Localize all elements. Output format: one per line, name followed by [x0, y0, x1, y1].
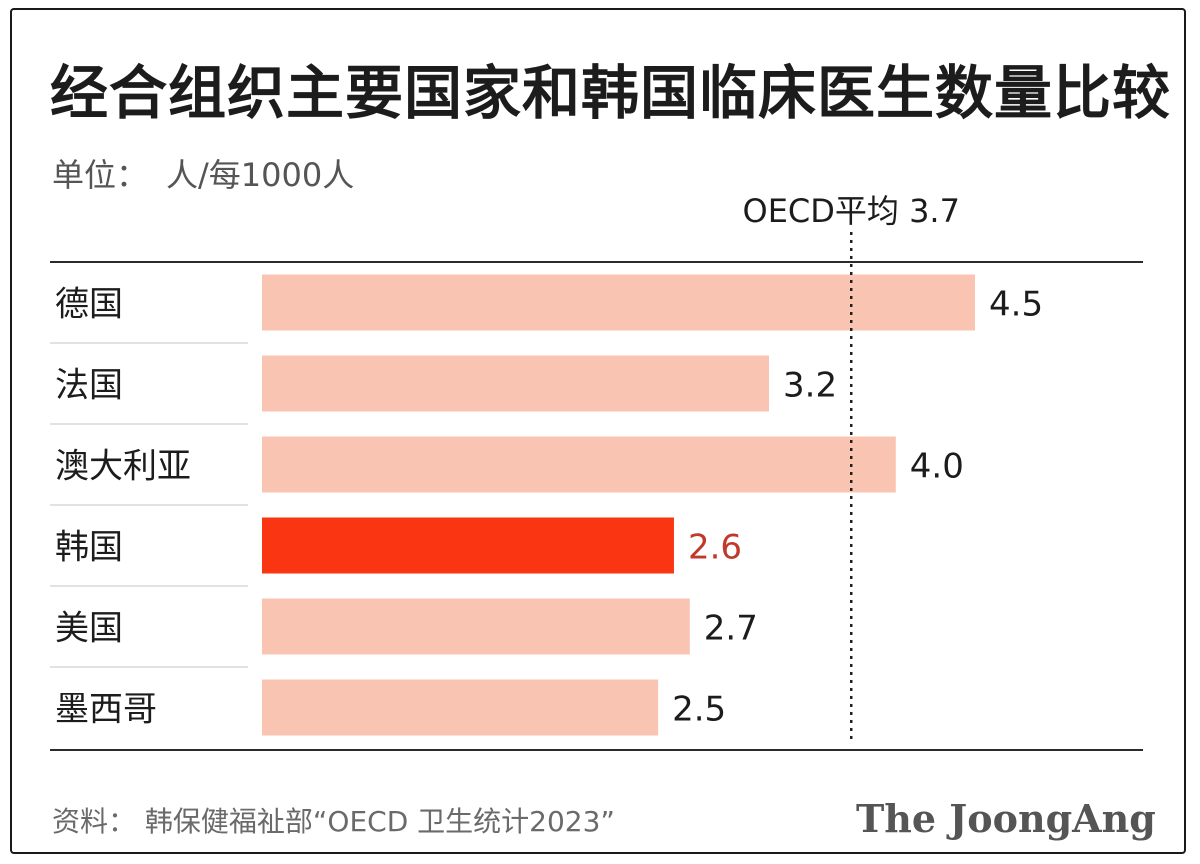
- chart-title: 经合组织主要国家和韩国临床医生数量比较: [50, 59, 1172, 127]
- category-label: 韩国: [55, 528, 123, 568]
- unit-line: 单位： 人/每1000人: [52, 150, 354, 196]
- bar: [262, 355, 770, 412]
- oecd-average-label: OECD平均 3.7: [743, 192, 960, 230]
- bar-highlight: [262, 517, 674, 574]
- value-label: 4.0: [910, 447, 964, 487]
- unit-value: 人/每1000人: [166, 156, 355, 194]
- category-label: 法国: [55, 366, 123, 406]
- bar: [262, 598, 690, 655]
- value-label: 2.7: [704, 609, 758, 649]
- value-label: 3.2: [783, 366, 837, 406]
- bar: [262, 274, 975, 331]
- bar: [262, 679, 659, 736]
- unit-label: 单位：: [52, 156, 149, 194]
- value-label: 4.5: [989, 285, 1043, 325]
- category-label: 墨西哥: [55, 690, 157, 730]
- category-label: 美国: [55, 609, 123, 649]
- value-label: 2.6: [688, 528, 742, 568]
- category-label: 德国: [55, 285, 123, 325]
- source-note: 资料： 韩保健福祉部“OECD 卫生统计2023”: [52, 805, 615, 838]
- value-label: 2.5: [672, 690, 726, 730]
- category-label: 澳大利亚: [55, 447, 191, 487]
- bar: [262, 436, 896, 493]
- brand-logo: The JoongAng: [856, 796, 1156, 841]
